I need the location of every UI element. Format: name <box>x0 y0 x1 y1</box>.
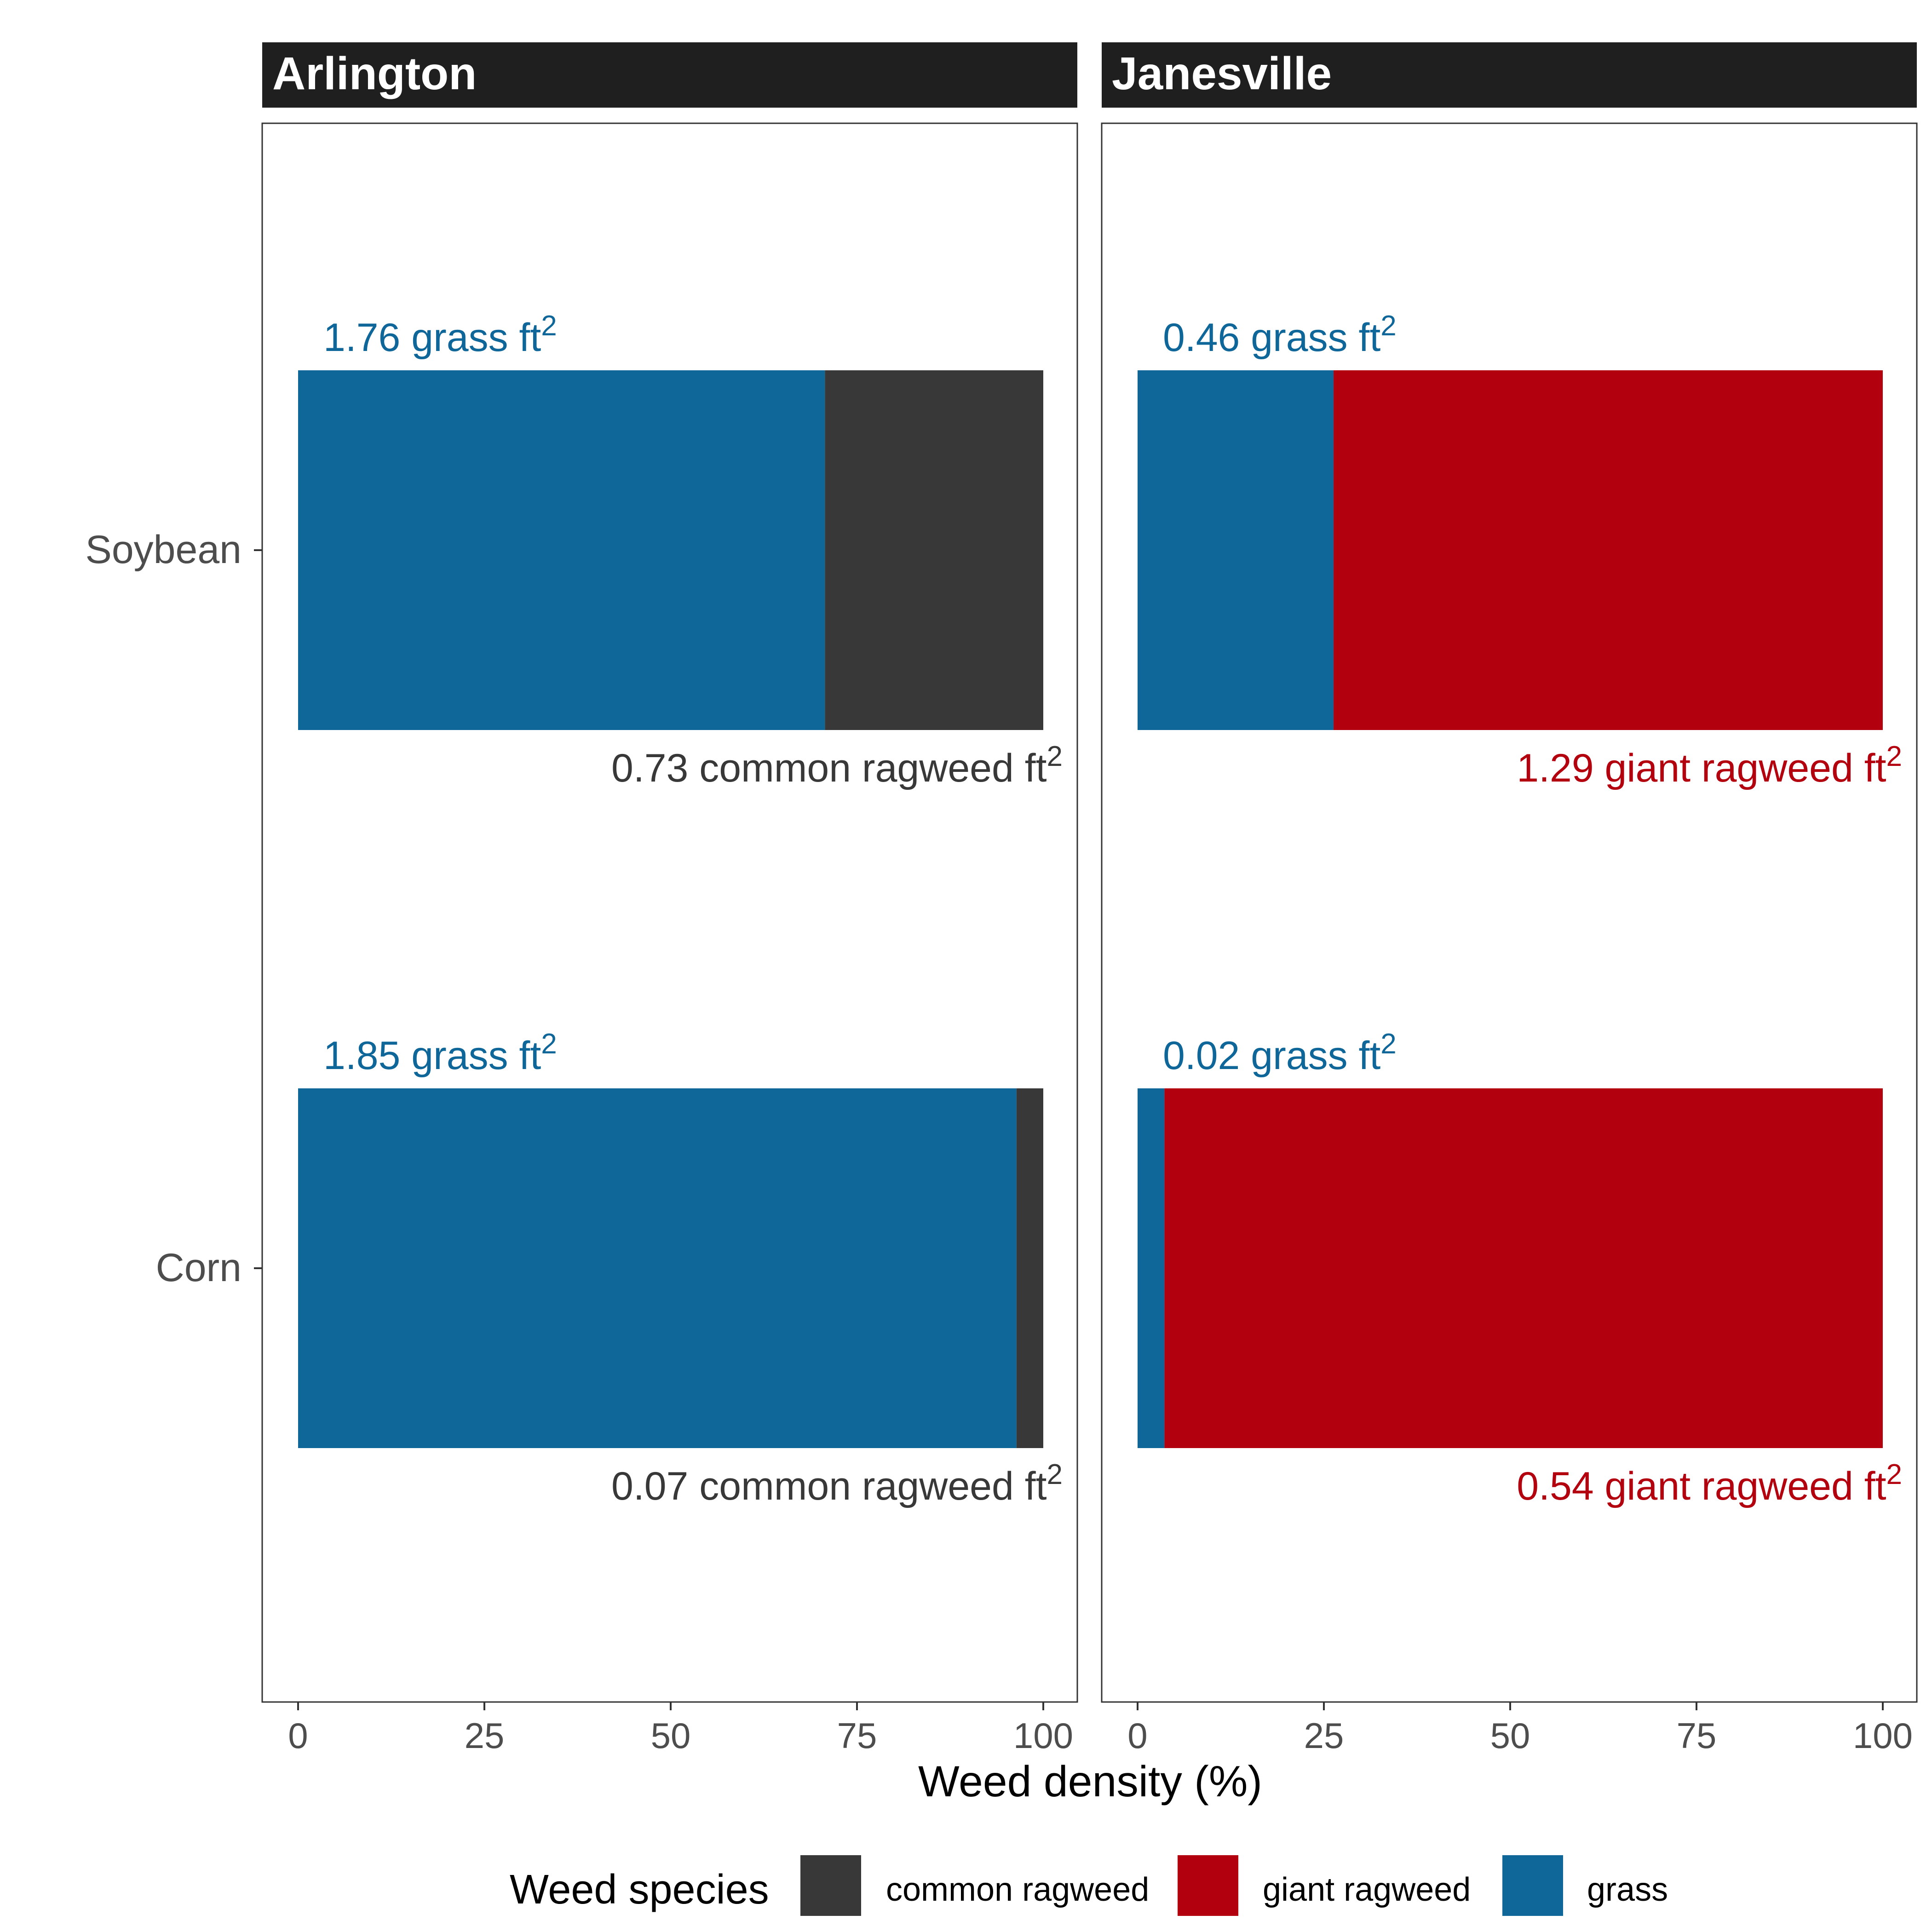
panel-janesville: Janesville 0.46 grass ft2 1.29 giant ragwe… <box>1101 42 1918 1756</box>
x-tick-label: 0 <box>1127 1715 1147 1756</box>
legend-key-giant-ragweed <box>1178 1855 1238 1916</box>
bar-segment-grass <box>1138 1088 1165 1448</box>
bar-label-top: 0.46 grass ft2 <box>1163 310 1397 360</box>
legend-key-common-ragweed <box>800 1855 861 1916</box>
facet-panels: Arlington 1.76 grass ft2 0.73 common ragwe… <box>261 42 1918 1756</box>
x-tick-label: 25 <box>465 1715 505 1756</box>
legend-label: grass <box>1587 1871 1668 1908</box>
panel-arlington: Arlington 1.76 grass ft2 0.73 common ragwe… <box>261 42 1078 1756</box>
bar-segment-giant-ragweed <box>1164 1088 1883 1448</box>
panel-title: Arlington <box>272 48 477 99</box>
x-tick-label: 25 <box>1304 1715 1344 1756</box>
bar-label-bottom: 1.29 giant ragweed ft2 <box>1517 741 1902 790</box>
bar-segment-common-ragweed <box>825 370 1043 730</box>
legend-key-grass <box>1502 1855 1563 1916</box>
x-axis-title: Weed density (%) <box>918 1757 1262 1806</box>
x-tick-label: 75 <box>1677 1715 1717 1756</box>
x-tick-label: 50 <box>1490 1715 1530 1756</box>
legend-label: giant ragweed <box>1263 1871 1471 1908</box>
bar-segment-grass <box>1138 370 1334 730</box>
bar-segment-giant-ragweed <box>1334 370 1883 730</box>
legend-label: common ragweed <box>886 1871 1149 1908</box>
y-tick-label: Soybean <box>85 528 242 572</box>
bar-segment-grass <box>298 370 825 730</box>
x-tick-label: 75 <box>837 1715 877 1756</box>
y-tick-label: Corn <box>156 1246 242 1290</box>
x-tick-label: 100 <box>1853 1715 1913 1756</box>
bar-label-top: 1.76 grass ft2 <box>323 310 557 360</box>
bar-segment-common-ragweed <box>1016 1088 1043 1448</box>
bar-segment-grass <box>298 1088 1017 1448</box>
bar-label-top: 1.85 grass ft2 <box>323 1028 557 1078</box>
legend: Weed species common ragweed giant ragweed g… <box>510 1855 1668 1916</box>
panel-title: Janesville <box>1112 48 1332 99</box>
legend-title: Weed species <box>510 1867 769 1913</box>
y-axis: Soybean Corn <box>85 528 262 1290</box>
x-tick-label: 0 <box>288 1715 308 1756</box>
bar-label-bottom: 0.54 giant ragweed ft2 <box>1517 1459 1902 1508</box>
panel-strip <box>262 42 1077 108</box>
x-tick-label: 50 <box>651 1715 691 1756</box>
bar-label-top: 0.02 grass ft2 <box>1163 1028 1397 1078</box>
panel-strip <box>1102 42 1917 108</box>
bar-label-bottom: 0.07 common ragweed ft2 <box>611 1459 1063 1508</box>
x-tick-label: 100 <box>1013 1715 1073 1756</box>
bar-label-bottom: 0.73 common ragweed ft2 <box>611 741 1063 790</box>
